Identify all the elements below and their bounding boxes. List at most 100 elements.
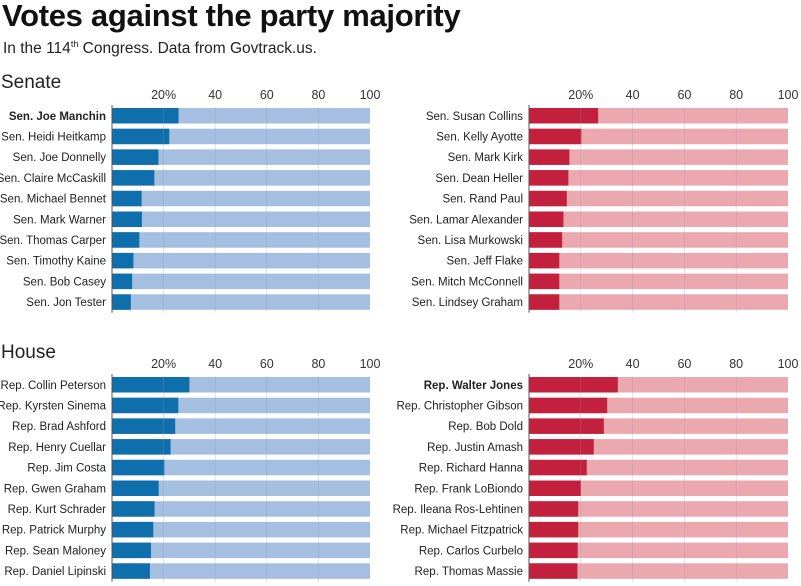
bar [529, 170, 569, 186]
bar-track [529, 542, 788, 559]
bar-label: Sen. Mitch McConnell [411, 276, 523, 288]
bar-label: Rep. Ileana Ros-Lehtinen [393, 504, 523, 516]
bar [529, 397, 608, 414]
bar [112, 108, 179, 124]
bar-label: Sen. Michael Bennet [0, 194, 107, 206]
bar-label: Sen. Thomas Carper [0, 235, 106, 247]
bar [112, 377, 190, 393]
bar [529, 232, 563, 248]
tick-label: 60 [260, 88, 274, 102]
bar [529, 439, 594, 455]
tick-label: 60 [677, 357, 691, 371]
bar-label: Sen. Mark Warner [13, 214, 106, 226]
bar-track [112, 170, 370, 186]
bar [529, 149, 570, 165]
bar [112, 294, 131, 310]
tick-label: 80 [311, 357, 325, 371]
bar [529, 252, 560, 269]
tick-label: 80 [729, 357, 743, 371]
house-democrats-panel: Rep. Collin Peterson Rep. Kyrsten Sinema R… [0, 357, 380, 582]
bar-label: Sen. Joe Manchin [9, 111, 106, 123]
bar [112, 480, 159, 496]
bar-label: Rep. Christopher Gibson [396, 400, 523, 412]
bar-label: Sen. Bob Casey [23, 276, 106, 288]
bar-track [112, 190, 370, 207]
bar [112, 542, 151, 559]
bar-label: Sen. Lindsey Graham [412, 297, 523, 309]
bar-track [529, 190, 788, 207]
bar [112, 190, 142, 207]
tick-label: 100 [778, 88, 799, 102]
tick-label: 40 [626, 357, 640, 371]
bar [529, 190, 567, 207]
bar [529, 459, 587, 476]
tick-label: 60 [677, 88, 691, 102]
bar-label: Sen. Kelly Ayotte [436, 131, 523, 143]
bar [529, 563, 578, 579]
bar-label: Sen. Timothy Kaine [6, 256, 106, 268]
bar-track [529, 211, 788, 227]
bar [112, 252, 134, 269]
bar [529, 418, 604, 434]
bar-label: Rep. Michael Fitzpatrick [400, 525, 523, 537]
subtitle-suffix: Congress. Data from Govtrack.us. [78, 40, 317, 58]
bar-track [529, 170, 788, 186]
bar [112, 232, 140, 248]
bar [529, 521, 579, 538]
bar [529, 108, 599, 124]
bar-label: Rep. Thomas Massie [415, 566, 523, 578]
tick-label: 80 [729, 88, 743, 102]
bar-label: Sen. Lisa Murkowski [418, 235, 523, 247]
bar [112, 273, 133, 290]
bar [529, 542, 578, 559]
bar [529, 294, 560, 310]
bar-label: Sen. Lamar Alexander [409, 214, 523, 226]
bar-track [529, 273, 788, 290]
bar-label: Sen. Jeff Flake [447, 256, 524, 268]
chart-title: Votes against the party majority [2, 0, 461, 33]
bar-track [112, 273, 370, 290]
bar-label: Rep. Daniel Lipinski [4, 566, 106, 578]
bar-track [529, 459, 788, 476]
senate-democrats-panel: Sen. Joe Manchin Sen. Heidi Heitkamp Sen. … [0, 88, 380, 313]
bar-track [529, 252, 788, 269]
bar-label: Rep. Justin Amash [427, 442, 523, 454]
bar-track [112, 563, 370, 579]
bar [112, 521, 154, 538]
bar [112, 128, 170, 145]
bar [112, 501, 155, 517]
bar-track [112, 542, 370, 559]
bar-track [529, 501, 788, 517]
bar [529, 501, 579, 517]
bar [112, 418, 176, 434]
bar-track [112, 418, 370, 434]
bar [112, 170, 155, 186]
bar-label: Sen. Heidi Heitkamp [1, 131, 106, 143]
bar-track [529, 563, 788, 579]
bar-label: Rep. Collin Peterson [1, 380, 106, 392]
bar-label: Rep. Kyrsten Sinema [0, 400, 107, 412]
bar-track [529, 149, 788, 165]
section-title-senate: Senate [1, 72, 62, 93]
bar-track [112, 294, 370, 310]
tick-label: 80 [311, 88, 325, 102]
bar-label: Rep. Patrick Murphy [2, 525, 106, 537]
bar [529, 377, 618, 393]
bar [112, 459, 165, 476]
bar-label: Rep. Henry Cuellar [8, 442, 106, 454]
bar-label: Rep. Walter Jones [424, 380, 523, 392]
tick-label: 60 [260, 357, 274, 371]
bar-label: Sen. Susan Collins [426, 111, 523, 123]
bar-track [112, 252, 370, 269]
tick-label: 20% [151, 357, 176, 371]
tick-label: 100 [778, 357, 799, 371]
bar-label: Rep. Sean Maloney [5, 545, 106, 557]
bar [112, 439, 171, 455]
bar [529, 480, 581, 496]
bar-track [112, 501, 370, 517]
bar-track [529, 294, 788, 310]
bar-label: Rep. Frank LoBiondo [414, 483, 523, 495]
bar-track [529, 232, 788, 248]
bar-label: Sen. Dean Heller [435, 173, 523, 185]
bar [112, 211, 142, 227]
